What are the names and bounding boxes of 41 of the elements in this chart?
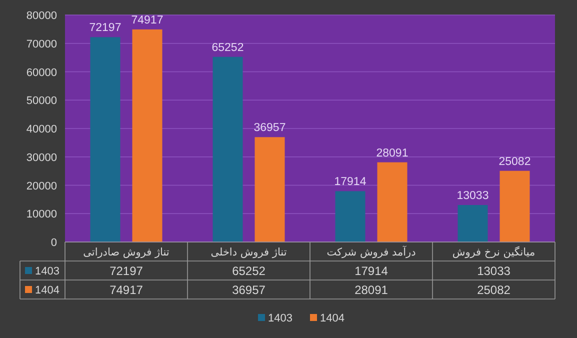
text: 17914	[354, 264, 388, 278]
text: 72197	[110, 264, 144, 278]
data-label: 74917	[131, 14, 164, 26]
data-label: 25082	[498, 156, 531, 168]
legend-label: 1404	[320, 312, 344, 324]
data-label: 65252	[212, 42, 244, 54]
text: 74917	[110, 283, 144, 297]
legend-label: 1403	[35, 266, 60, 278]
data-label: 28091	[376, 147, 408, 160]
text: 1404	[35, 284, 60, 296]
text: 28091	[354, 283, 388, 297]
y-tick-label: 10000	[26, 208, 57, 221]
data-label: 17914	[334, 176, 367, 188]
y-tick-label: 50000	[26, 95, 57, 108]
x-tick-label: تناژ فروش داخلی	[210, 246, 287, 258]
bar	[377, 162, 408, 242]
y-tick-label: 40000	[26, 124, 57, 136]
text: 36957	[232, 283, 266, 297]
bar	[335, 191, 366, 242]
y-tick-label: 0	[50, 237, 57, 249]
bar	[132, 29, 162, 242]
bar	[212, 56, 243, 242]
text: 25082	[477, 283, 511, 297]
bar	[500, 170, 530, 242]
bar	[458, 205, 488, 242]
y-tick-label: 80000	[26, 10, 57, 22]
y-tick-label: 30000	[26, 152, 57, 164]
text: 65252	[232, 264, 266, 278]
y-tick-label: 70000	[26, 38, 57, 50]
bar	[90, 37, 120, 242]
x-tick-label: درآمد فروش شرکت	[326, 246, 416, 258]
legend: 1403 1404	[258, 312, 344, 324]
x-tick-label: میانگین نرخ فروش	[452, 246, 536, 258]
y-tick-label: 20000	[26, 180, 57, 192]
y-tick-label: 60000	[26, 66, 57, 79]
bar	[254, 137, 285, 242]
x-tick-label: تناژ فروش صادراتی	[83, 246, 170, 258]
data-label: 72197	[89, 22, 122, 34]
data-label: 36957	[254, 122, 286, 134]
text: 13033	[477, 264, 511, 278]
data-label: 13033	[456, 190, 489, 202]
